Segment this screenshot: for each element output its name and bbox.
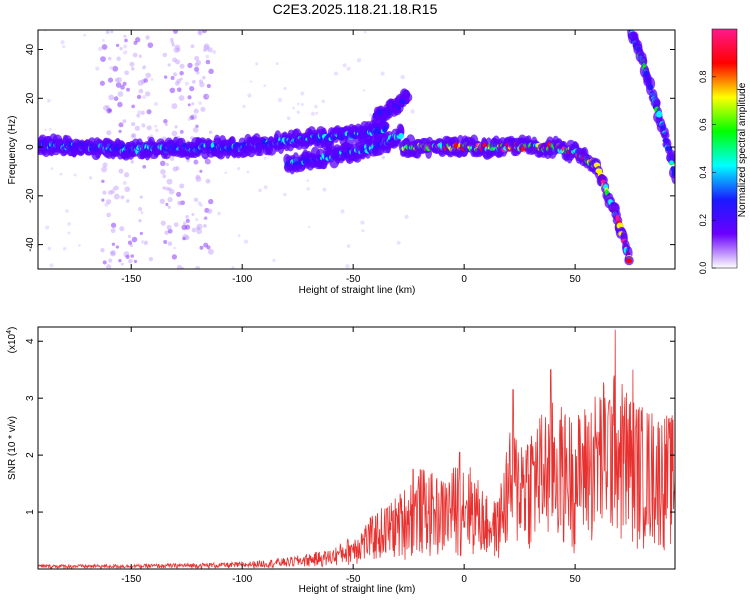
snr-multiplier-exp: 4	[6, 330, 13, 334]
colorbar-tick-label: 0.6	[698, 118, 708, 131]
spectrogram-plot: -150 -100 -50 0 50 -40 -20 0 20 40 Height of str…	[7, 29, 676, 296]
snr-xtick-label: 0	[461, 574, 467, 585]
snr-series-line	[37, 329, 676, 570]
snr-ytick-label: 3	[25, 395, 36, 401]
spectrogram-xtick-label: 50	[570, 274, 582, 285]
colorbar: 0.0 0.2 0.4 0.6 0.8 Normalized spectral ampl…	[698, 28, 748, 275]
colorbar-tick-label: 0.2	[698, 214, 708, 227]
spectrogram-xtick-label: -50	[346, 274, 361, 285]
snr-ylabel: SNR (10 * v/v)	[7, 416, 18, 480]
colorbar-label: Normalized spectral amplitude	[737, 82, 748, 217]
spectrogram-ylabel: Frequency (Hz)	[7, 116, 18, 185]
snr-ytick-label: 1	[25, 509, 36, 515]
snr-plot: -150 -100 -50 0 50 1 2 3 4 Height of straight l…	[6, 326, 676, 595]
snr-ytick-label: 4	[25, 338, 36, 344]
snr-xlabel: Height of straight line (km)	[299, 584, 416, 595]
snr-multiplier-base: (x10	[7, 333, 18, 353]
snr-xtick-label: -50	[346, 574, 361, 585]
spectrogram-xtick-label: -100	[232, 274, 252, 285]
svg-text:(x104): (x104)	[6, 327, 18, 354]
figure-title: C2E3.2025.118.21.18.R15	[273, 1, 438, 17]
spectrogram-ytick-label: 40	[25, 44, 36, 56]
spectrogram-ytick-label: -40	[25, 237, 36, 252]
snr-xtick-label: -150	[121, 574, 141, 585]
spectrogram-frame	[37, 29, 676, 270]
snr-multiplier-close: )	[7, 327, 18, 330]
spectrogram-ytick-label: -20	[25, 188, 36, 203]
colorbar-gradient	[711, 28, 738, 269]
spectrogram-xtick-label: 0	[461, 274, 467, 285]
snr-xtick-label: 50	[570, 574, 582, 585]
colorbar-tick-label: 0.4	[698, 166, 708, 179]
snr-ytick-label: 2	[25, 452, 36, 458]
snr-multiplier: (x104)	[6, 327, 18, 354]
spectrogram-ytick-label: 0	[25, 144, 36, 150]
spectrogram-xlabel: Height of straight line (km)	[299, 285, 416, 296]
snr-frame	[37, 326, 676, 570]
spectrogram-ytick-label: 20	[25, 92, 36, 104]
colorbar-tick-label: 0.8	[698, 71, 708, 84]
snr-xtick-label: -100	[232, 574, 252, 585]
colorbar-tick-label: 0.0	[698, 262, 708, 275]
spectrogram-xtick-label: -150	[121, 274, 141, 285]
